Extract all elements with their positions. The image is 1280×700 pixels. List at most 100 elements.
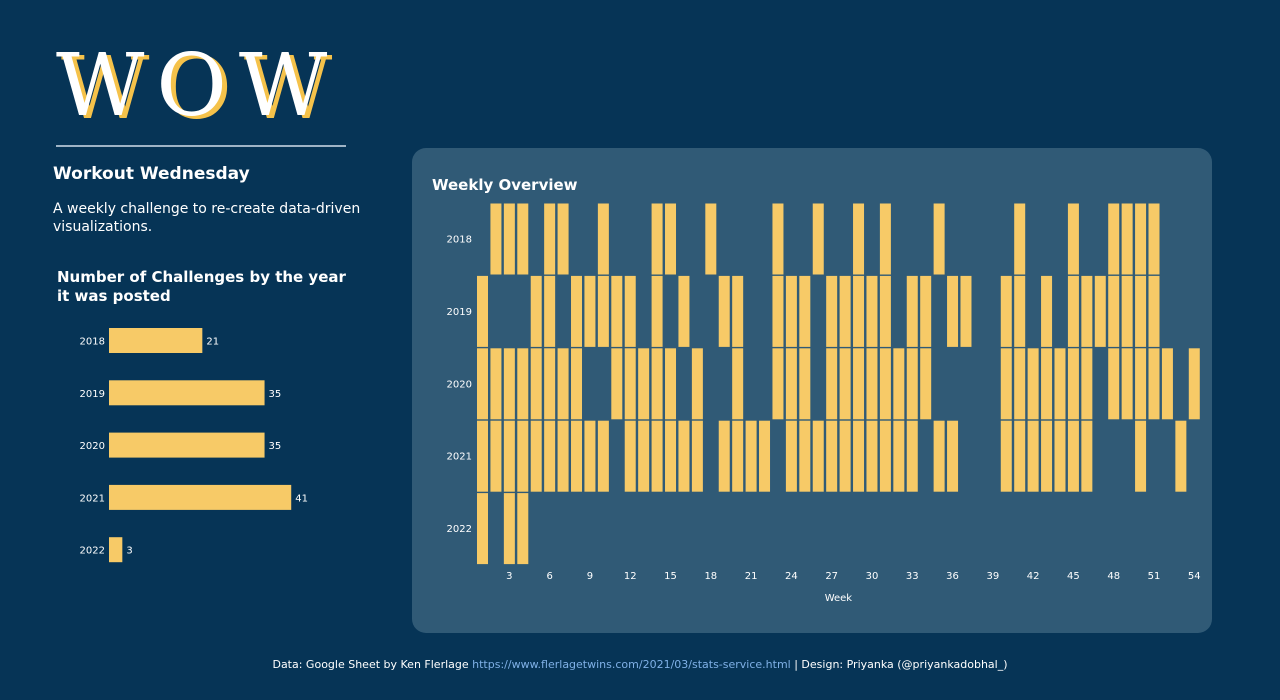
week-tick-label: 9	[587, 571, 593, 582]
weekly-overview-title: Weekly Overview	[432, 176, 578, 194]
week-cell	[772, 203, 784, 275]
year-label: 2018	[80, 337, 105, 348]
week-cell	[1081, 275, 1093, 347]
week-cell	[557, 203, 569, 275]
footer-credits: Data: Google Sheet by Ken Flerlage https…	[0, 658, 1280, 671]
week-cell	[759, 420, 771, 492]
week-cell	[624, 275, 636, 347]
week-cell	[477, 493, 488, 565]
week-cell	[544, 275, 556, 347]
week-cell	[826, 275, 838, 347]
weekly-overview-panel: 2018 2019 2020 2021 2022 3 6 9 12 15 18 21 24 27 30 33 3…	[412, 148, 1212, 633]
week-cell	[530, 275, 542, 347]
week-tick-label: 12	[624, 571, 637, 582]
week-cell	[772, 348, 784, 420]
year-label: 2019	[80, 389, 105, 400]
week-cell	[732, 420, 744, 492]
week-cell	[772, 275, 784, 347]
week-cell	[866, 420, 878, 492]
year-bar-chart-title: Number of Challenges by the year it was …	[57, 268, 346, 305]
week-cell	[705, 203, 717, 275]
week-cell	[1108, 203, 1120, 275]
week-tick-label: 15	[664, 571, 677, 582]
week-cell	[1148, 348, 1160, 420]
week-cell	[1108, 275, 1120, 347]
week-cell	[584, 275, 596, 347]
heatmap-year-label: 2019	[447, 307, 472, 318]
week-cell	[571, 348, 583, 420]
week-cell	[933, 203, 945, 275]
week-cell	[812, 420, 824, 492]
week-cell	[853, 203, 865, 275]
week-cell	[597, 275, 609, 347]
week-cell	[906, 275, 918, 347]
year-bar	[109, 328, 203, 353]
week-cell	[785, 420, 797, 492]
week-cell	[651, 203, 663, 275]
week-cell	[624, 420, 636, 492]
year-label: 2021	[80, 493, 105, 504]
week-cell	[678, 420, 690, 492]
week-cell	[477, 275, 488, 347]
week-tick-label: 3	[506, 571, 512, 582]
year-bar-chart: 2018 21 2019 35 2020 35 2021 41 2022 3	[80, 328, 308, 563]
week-cell	[1067, 348, 1079, 420]
week-cell	[839, 275, 851, 347]
week-cell	[517, 203, 529, 275]
week-cell	[571, 275, 583, 347]
week-cell	[1027, 420, 1039, 492]
week-cell	[732, 348, 744, 420]
week-cell	[665, 203, 677, 275]
week-cell	[651, 275, 663, 347]
week-cell	[1161, 348, 1173, 420]
week-cell	[879, 348, 891, 420]
week-cell	[960, 275, 972, 347]
week-cell	[826, 420, 838, 492]
week-cell	[624, 348, 636, 420]
week-cell	[530, 420, 542, 492]
week-cell	[1135, 275, 1147, 347]
week-cell	[906, 348, 918, 420]
week-cell	[1014, 420, 1026, 492]
week-cell	[839, 348, 851, 420]
week-tick-label: 54	[1188, 571, 1201, 582]
footer-prefix: Data: Google Sheet by Ken Flerlage	[272, 658, 473, 671]
footer-source-link[interactable]: https://www.flerlagetwins.com/2021/03/st…	[472, 658, 791, 671]
logo-divider	[56, 145, 346, 147]
week-cell	[651, 348, 663, 420]
week-cell	[638, 348, 650, 420]
year-bar-value: 41	[295, 493, 308, 504]
week-cell	[853, 348, 865, 420]
week-cell	[718, 275, 730, 347]
week-cell	[1094, 275, 1106, 347]
week-cell	[1148, 275, 1160, 347]
footer-suffix: | Design: Priyanka (@priyankadobhal_)	[790, 658, 1008, 671]
year-bar	[109, 484, 292, 510]
week-cell	[947, 420, 959, 492]
week-cell	[1121, 203, 1133, 275]
week-cell	[557, 420, 569, 492]
week-cell	[584, 420, 596, 492]
week-tick-label: 18	[704, 571, 717, 582]
week-cell	[1067, 203, 1079, 275]
week-cell	[1041, 348, 1053, 420]
week-cell	[799, 275, 811, 347]
week-cell	[477, 420, 488, 492]
week-cell	[893, 348, 905, 420]
week-cell	[1135, 203, 1147, 275]
week-cell	[745, 420, 757, 492]
heatmap-year-label: 2020	[447, 379, 472, 390]
week-cell	[503, 348, 515, 420]
week-cell	[1148, 203, 1160, 275]
week-cell	[665, 420, 677, 492]
year-bar	[109, 432, 265, 458]
week-tick-label: 39	[986, 571, 999, 582]
heatmap-year-label: 2018	[447, 235, 472, 246]
week-tick-label: 21	[745, 571, 758, 582]
week-cell	[597, 203, 609, 275]
week-cell	[517, 348, 529, 420]
week-cell	[490, 348, 502, 420]
week-cell	[826, 348, 838, 420]
week-cell	[1000, 275, 1012, 347]
